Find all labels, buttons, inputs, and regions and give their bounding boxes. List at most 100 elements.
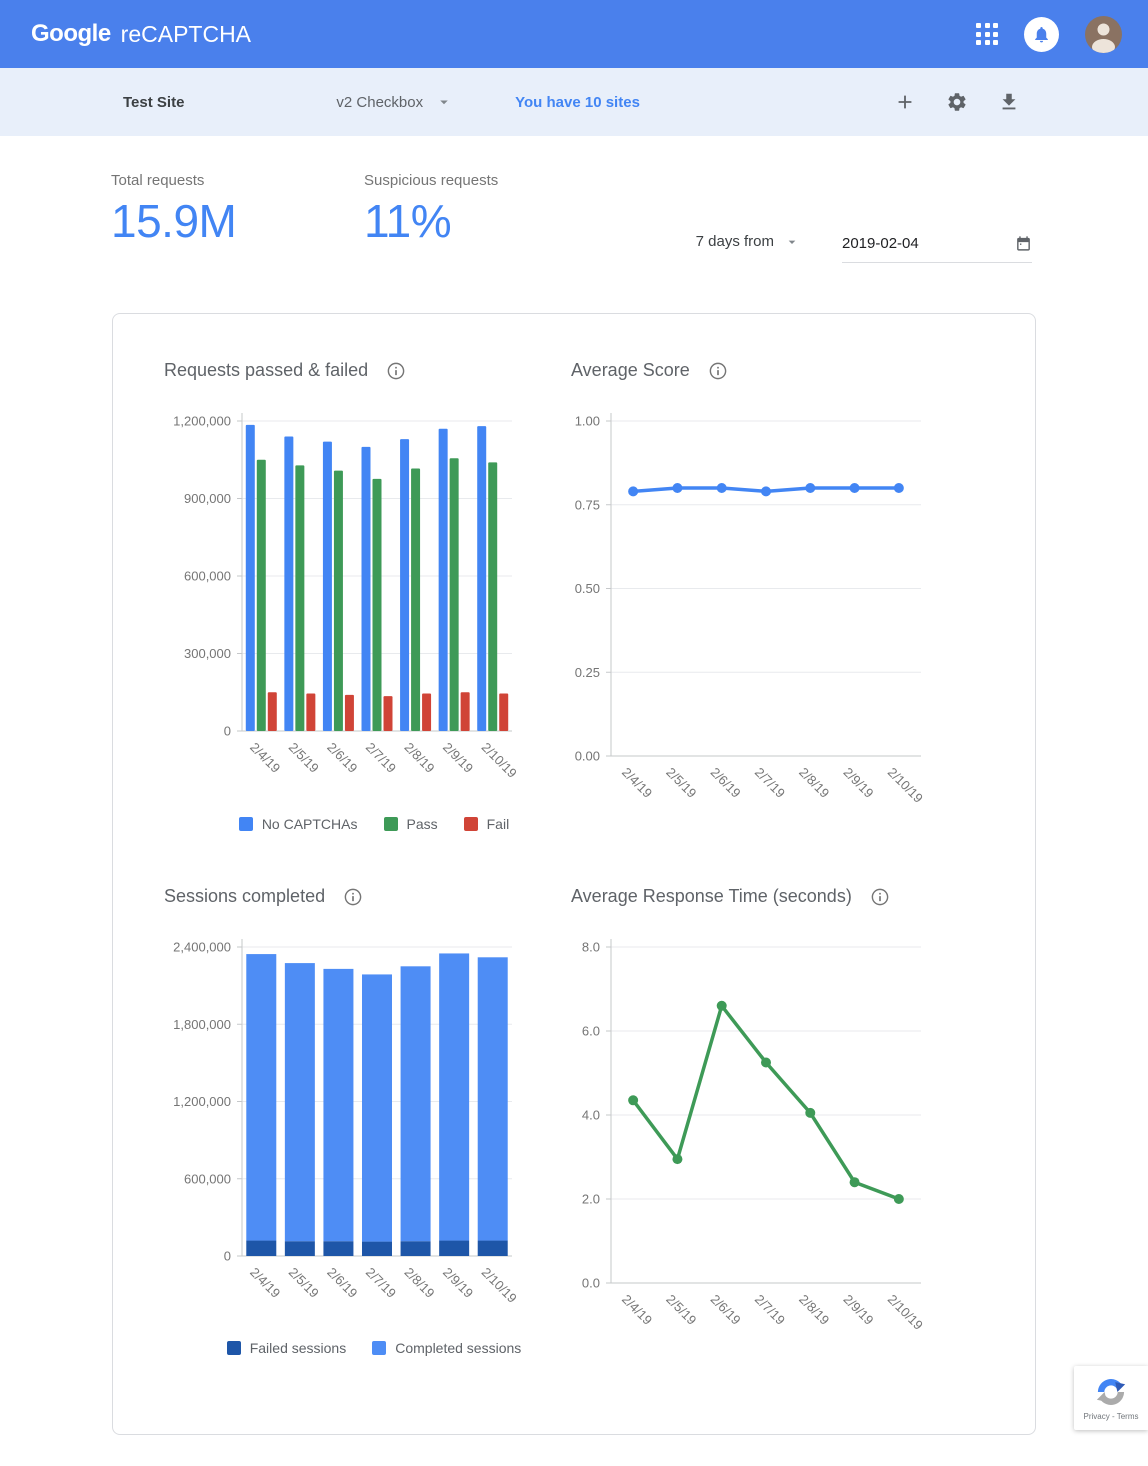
svg-text:2/6/19: 2/6/19 [708,1292,744,1328]
legend-label: Fail [486,816,510,832]
privacy-terms-links[interactable]: Privacy - Terms [1083,1412,1139,1421]
site-name: Test Site [123,93,185,111]
chart-legend: Failed sessions Completed sessions [164,1340,584,1356]
svg-text:2/9/19: 2/9/19 [440,740,476,776]
svg-text:1,200,000: 1,200,000 [173,1094,231,1109]
site-type-value: v2 Checkbox [336,93,424,111]
svg-text:2/9/19: 2/9/19 [840,765,876,801]
legend-item: No CAPTCHAs [238,816,358,832]
svg-text:600,000: 600,000 [184,569,231,584]
stat-value: 11% [364,195,452,247]
svg-text:2/8/19: 2/8/19 [796,765,832,801]
svg-text:0.25: 0.25 [575,665,600,680]
svg-text:2/7/19: 2/7/19 [752,765,788,801]
stat-label: Suspicious requests [364,172,499,189]
legend-swatch [372,1341,387,1355]
svg-text:1,200,000: 1,200,000 [173,414,231,429]
person-icon [1092,23,1115,53]
settings-button[interactable] [946,91,968,113]
legend-item: Completed sessions [372,1340,521,1356]
svg-text:8.0: 8.0 [582,940,600,955]
svg-text:2/7/19: 2/7/19 [363,1265,399,1301]
legend-label: Pass [406,816,438,832]
svg-text:6.0: 6.0 [582,1024,600,1039]
chart-svg-sessions-completed: 0 600,000 1,200,000 1,800,000 2,400,000 2/4/1… [173,939,520,1306]
chart-title: Average Response Time (seconds) [571,886,852,906]
svg-text:0.00: 0.00 [575,749,600,764]
svg-text:2/9/19: 2/9/19 [840,1292,876,1328]
site-toolbar: Test Site v2 Checkbox You have 10 sites [0,68,1148,136]
chart-svg-average-score: 0.000.250.500.751.002/4/19 2/5/19 2/6/19 2/… [575,413,926,806]
legend-swatch [238,817,253,831]
svg-text:2/4/19: 2/4/19 [247,1265,283,1301]
sites-link[interactable]: You have 10 sites [515,93,640,111]
legend-label: No CAPTCHAs [261,816,358,832]
chart-requests-passed-failed: Requests passed & failed 0 300,000 600,000… [164,360,571,832]
svg-text:2/4/19: 2/4/19 [619,765,655,801]
product-name: reCAPTCHA [120,20,252,47]
svg-text:0.0: 0.0 [582,1276,600,1291]
chart-svg-average-response-time: 0.02.04.06.08.02/4/19 2/5/19 2/6/19 2/7/19 2… [582,939,926,1333]
gear-icon [948,93,966,111]
google-logo: Google [31,20,111,47]
chart-canvas: 0 600,000 1,200,000 1,800,000 2,400,000 2/4/1… [164,931,571,1336]
info-icon[interactable] [708,361,728,381]
stat-label: Total requests [111,172,205,189]
apps-grid-icon[interactable] [976,23,998,45]
chart-canvas: 0.0 2.0 4.0 6.0 8.0 2/4/19 2/5/19 2/6/19 2/7/19 2… [571,931,1035,1348]
svg-text:0: 0 [224,1249,231,1264]
stat-total-requests: Total requests 15.9M [111,172,364,248]
chart-title: Average Score [571,360,690,380]
svg-text:900,000: 900,000 [184,491,231,506]
chart-average-score: Average Score 0.00 0.25 0.50 0.75 1.00 2/4/19… [571,360,1035,832]
legend-label: Failed sessions [249,1340,347,1356]
svg-text:4.0: 4.0 [582,1108,600,1123]
svg-text:2/7/19: 2/7/19 [752,1292,788,1328]
svg-text:2/7/19: 2/7/19 [363,740,399,776]
chart-legend: No CAPTCHAs Pass Fail [164,816,584,832]
date-range-label: 7 days from [695,233,774,250]
info-icon[interactable] [870,887,890,907]
legend-swatch [226,1341,241,1355]
chart-average-response-time: Average Response Time (seconds) 0.0 2.0 4.… [571,886,1035,1356]
chart-svg-requests-passed-failed: 0 300,000 600,000 900,000 1,200,000 2/4/19 2/5… [173,413,520,781]
svg-text:1,800,000: 1,800,000 [173,1017,231,1032]
calendar-icon[interactable] [1015,235,1032,252]
notifications-button[interactable] [1024,16,1059,52]
stat-suspicious-requests: Suspicious requests 11% [364,172,617,248]
svg-text:2/10/19: 2/10/19 [479,1265,520,1306]
add-site-button[interactable] [894,91,916,113]
avatar[interactable] [1085,15,1122,53]
arrow-drop-down-icon [788,240,796,244]
svg-text:2/4/19: 2/4/19 [247,740,283,776]
svg-text:2/6/19: 2/6/19 [324,740,360,776]
stats-section: Total requests 15.9M Suspicious requests… [0,136,1148,313]
chart-title: Requests passed & failed [164,360,369,380]
svg-text:2/5/19: 2/5/19 [663,1292,699,1328]
legend-swatch [463,817,478,831]
svg-text:600,000: 600,000 [184,1171,231,1186]
bell-icon [1035,26,1048,42]
recaptcha-logo-icon [1096,1379,1126,1405]
date-input[interactable]: 2019-02-04 [842,235,1032,263]
svg-text:2/4/19: 2/4/19 [619,1292,655,1328]
date-range-dropdown[interactable]: 7 days from [696,233,800,263]
info-icon[interactable] [343,887,363,907]
date-filter: 7 days from 2019-02-04 [696,233,1032,263]
legend-item: Failed sessions [226,1340,347,1356]
legend-label: Completed sessions [395,1340,522,1356]
legend-item: Fail [463,816,510,832]
stat-value: 15.9M [111,195,237,247]
arrow-drop-down-icon [440,100,448,105]
download-button[interactable] [998,91,1020,113]
svg-text:0.50: 0.50 [575,581,600,596]
app-header: Google reCAPTCHA [0,0,1148,68]
svg-text:300,000: 300,000 [184,646,231,661]
svg-text:2/5/19: 2/5/19 [663,765,699,801]
svg-text:2,400,000: 2,400,000 [173,940,231,955]
recaptcha-badge[interactable]: Privacy - Terms [1074,1366,1148,1430]
info-icon[interactable] [386,361,406,381]
svg-text:2/8/19: 2/8/19 [401,740,437,776]
svg-text:2/6/19: 2/6/19 [708,765,744,801]
site-type-dropdown[interactable]: v2 Checkbox [336,93,453,111]
